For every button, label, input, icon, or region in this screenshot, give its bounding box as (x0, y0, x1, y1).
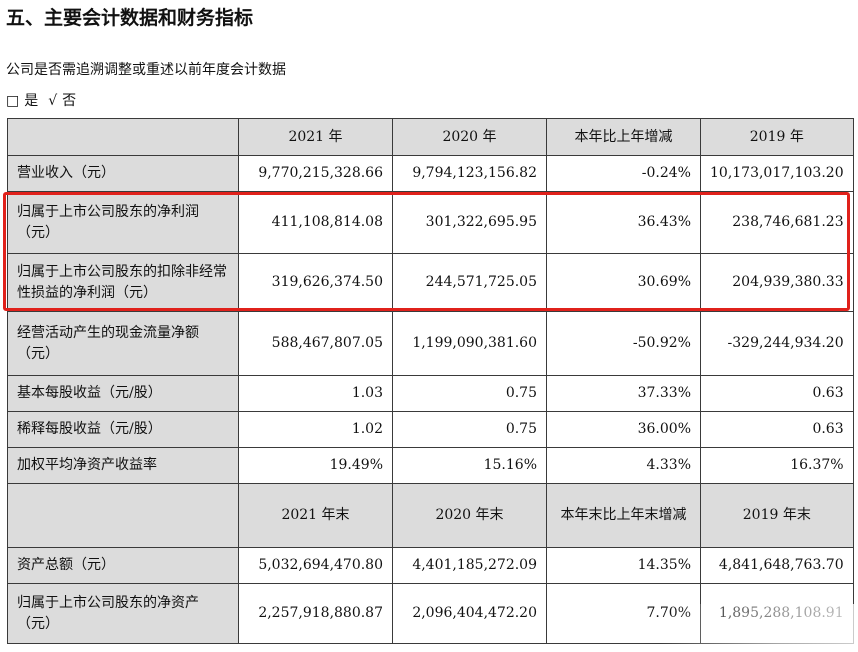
table-row: 经营活动产生的现金流量净额（元） 588,467,807.05 1,199,09… (7, 311, 854, 376)
value-cell: 588,467,807.05 (238, 311, 393, 376)
row-label: 经营活动产生的现金流量净额（元） (7, 311, 239, 376)
section-title: 五、主要会计数据和财务指标 (6, 7, 254, 29)
value-cell: 1,199,090,381.60 (392, 311, 547, 376)
value-cell: 238,746,681.23 (700, 191, 854, 254)
value-cell: 244,571,725.05 (392, 253, 547, 312)
table-row: 归属于上市公司股东的净利润（元） 411,108,814.08 301,322,… (7, 191, 854, 254)
header-cell: 2019 年末 (700, 483, 854, 548)
header-cell: 2020 年末 (392, 483, 547, 548)
value-cell: 0.75 (392, 375, 547, 412)
header-cell: 2021 年末 (238, 483, 393, 548)
row-label: 基本每股收益（元/股） (7, 375, 239, 412)
table-header-row: 2021 年 2020 年 本年比上年增减 2019 年 (7, 118, 854, 156)
checkbox-icon: □ (6, 93, 20, 109)
header-blank-cell (7, 483, 239, 548)
check-mark-icon: √ (48, 93, 58, 109)
value-cell: 9,794,123,156.82 (392, 155, 547, 192)
table-row: 稀释每股收益（元/股） 1.02 0.75 36.00% 0.63 (7, 411, 854, 448)
value-cell: 14.35% (546, 547, 701, 584)
header-cell: 2019 年 (700, 118, 854, 156)
table-row: 资产总额（元） 5,032,694,470.80 4,401,185,272.0… (7, 547, 854, 584)
restatement-question: 公司是否需追溯调整或重述以前年度会计数据 (6, 62, 286, 78)
value-cell: 0.63 (700, 411, 854, 448)
value-cell: 30.69% (546, 253, 701, 312)
value-cell: 9,770,215,328.66 (238, 155, 393, 192)
value-cell: 411,108,814.08 (238, 191, 393, 254)
financial-indicators-table: 2021 年 2020 年 本年比上年增减 2019 年 营业收入（元） 9,7… (7, 118, 854, 644)
table-row: 基本每股收益（元/股） 1.03 0.75 37.33% 0.63 (7, 375, 854, 412)
table-row: 归属于上市公司股东的净资产（元） 2,257,918,880.87 2,096,… (7, 583, 854, 644)
row-label: 资产总额（元） (7, 547, 239, 584)
row-label: 归属于上市公司股东的净资产（元） (7, 583, 239, 644)
value-cell: 4.33% (546, 447, 701, 484)
value-cell: 0.75 (392, 411, 547, 448)
table-header-row: 2021 年末 2020 年末 本年末比上年末增减 2019 年末 (7, 483, 854, 548)
value-cell: 0.63 (700, 375, 854, 412)
header-cell: 2020 年 (392, 118, 547, 156)
value-cell: 37.33% (546, 375, 701, 412)
row-label: 稀释每股收益（元/股） (7, 411, 239, 448)
yes-option-label: 是 (24, 93, 39, 109)
value-cell: 5,032,694,470.80 (238, 547, 393, 584)
value-cell: 4,841,648,763.70 (700, 547, 854, 584)
value-cell: -329,244,934.20 (700, 311, 854, 376)
value-cell: 36.43% (546, 191, 701, 254)
value-cell: -50.92% (546, 311, 701, 376)
value-cell: 301,322,695.95 (392, 191, 547, 254)
header-cell: 本年比上年增减 (546, 118, 701, 156)
row-label: 营业收入（元） (7, 155, 239, 192)
value-cell: 1.03 (238, 375, 393, 412)
row-label: 归属于上市公司股东的净利润（元） (7, 191, 239, 254)
value-cell: 1,895,288,108.91 (700, 583, 854, 644)
value-cell: 19.49% (238, 447, 393, 484)
restatement-choice: □ 是 √ 否 (6, 91, 81, 111)
value-cell: 2,257,918,880.87 (238, 583, 393, 644)
row-label: 加权平均净资产收益率 (7, 447, 239, 484)
header-cell: 本年末比上年末增减 (546, 483, 701, 548)
table-row: 营业收入（元） 9,770,215,328.66 9,794,123,156.8… (7, 155, 854, 192)
no-option-label: 否 (62, 93, 77, 109)
value-cell: 16.37% (700, 447, 854, 484)
value-cell: 10,173,017,103.20 (700, 155, 854, 192)
value-cell: 1.02 (238, 411, 393, 448)
value-cell: 7.70% (546, 583, 701, 644)
value-cell: 319,626,374.50 (238, 253, 393, 312)
header-cell: 2021 年 (238, 118, 393, 156)
value-cell: 15.16% (392, 447, 547, 484)
table-row: 归属于上市公司股东的扣除非经常性损益的净利润（元） 319,626,374.50… (7, 253, 854, 312)
row-label: 归属于上市公司股东的扣除非经常性损益的净利润（元） (7, 253, 239, 312)
value-cell: 204,939,380.33 (700, 253, 854, 312)
header-blank-cell (7, 118, 239, 156)
value-cell: 4,401,185,272.09 (392, 547, 547, 584)
value-cell: 2,096,404,472.20 (392, 583, 547, 644)
value-cell: -0.24% (546, 155, 701, 192)
table-row: 加权平均净资产收益率 19.49% 15.16% 4.33% 16.37% (7, 447, 854, 484)
value-cell: 36.00% (546, 411, 701, 448)
